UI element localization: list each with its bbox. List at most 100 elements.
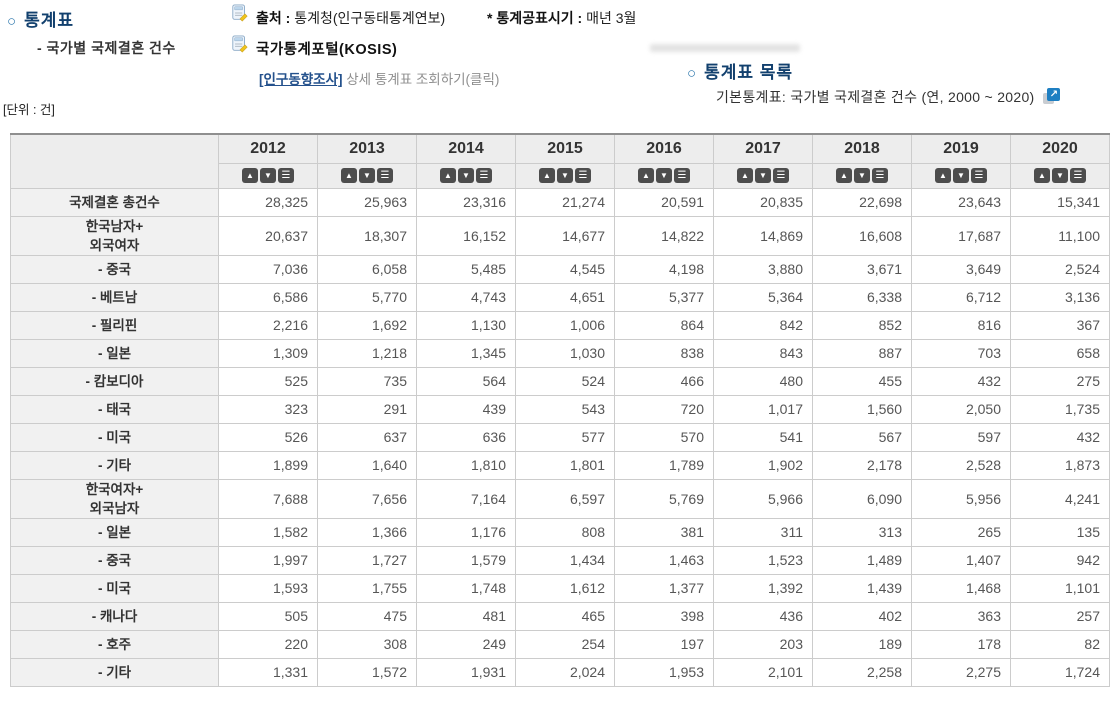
sort-desc-button-2020[interactable]: ▼ <box>1052 167 1068 183</box>
data-cell-2019: 816 <box>911 310 1011 340</box>
data-cell-2018: 402 <box>812 601 912 631</box>
data-cell-2020: 135 <box>1010 517 1110 547</box>
data-cell-2016: 14,822 <box>614 215 714 256</box>
data-cell-2018: 313 <box>812 517 912 547</box>
corner-header-cell <box>10 133 219 189</box>
data-cell-2014: 1,345 <box>416 338 516 368</box>
data-cell-2018: 22,698 <box>812 187 912 217</box>
sort-controls-2015: ▲ ▼ ☰ <box>515 162 615 189</box>
sort-desc-button-2014[interactable]: ▼ <box>458 167 474 183</box>
sort-asc-button-2020[interactable]: ▲ <box>1034 167 1050 183</box>
table-row: - 캄보디아 525 735 564 524 466 480 455 432 275 <box>10 366 1110 396</box>
data-cell-2018: 887 <box>812 338 912 368</box>
column-menu-button-2018[interactable]: ☰ <box>872 167 888 183</box>
data-cell-2014: 1,579 <box>416 545 516 575</box>
sort-desc-button-2019[interactable]: ▼ <box>953 167 969 183</box>
data-cell-2020: 942 <box>1010 545 1110 575</box>
data-cell-2012: 7,688 <box>218 478 318 519</box>
data-cell-2020: 15,341 <box>1010 187 1110 217</box>
data-cell-2015: 4,651 <box>515 282 615 312</box>
data-cell-2012: 323 <box>218 394 318 424</box>
sort-controls-2020: ▲ ▼ ☰ <box>1010 162 1110 189</box>
sort-asc-button-2017[interactable]: ▲ <box>737 167 753 183</box>
data-cell-2013: 308 <box>317 629 417 659</box>
data-cell-2014: 636 <box>416 422 516 452</box>
column-menu-button-2017[interactable]: ☰ <box>773 167 789 183</box>
sort-asc-button-2015[interactable]: ▲ <box>539 167 555 183</box>
data-cell-2016: 570 <box>614 422 714 452</box>
data-cell-2016: 864 <box>614 310 714 340</box>
data-cell-2015: 2,024 <box>515 657 615 687</box>
sort-desc-button-2017[interactable]: ▼ <box>755 167 771 183</box>
external-link-icon[interactable]: ↗ <box>1043 88 1061 104</box>
data-cell-2015: 1,030 <box>515 338 615 368</box>
data-cell-2020: 658 <box>1010 338 1110 368</box>
table-row: 한국남자+ 외국여자 20,637 18,307 16,152 14,677 14,822… <box>10 215 1110 256</box>
data-cell-2017: 5,966 <box>713 478 813 519</box>
data-cell-2019: 5,956 <box>911 478 1011 519</box>
sort-asc-button-2019[interactable]: ▲ <box>935 167 951 183</box>
data-cell-2013: 6,058 <box>317 254 417 284</box>
data-cell-2012: 220 <box>218 629 318 659</box>
column-menu-button-2014[interactable]: ☰ <box>476 167 492 183</box>
blurred-text-remnant <box>650 44 800 52</box>
row-label: - 중국 <box>10 254 219 284</box>
column-menu-button-2020[interactable]: ☰ <box>1070 167 1086 183</box>
sort-desc-button-2012[interactable]: ▼ <box>260 167 276 183</box>
data-cell-2013: 291 <box>317 394 417 424</box>
year-header-2020: 2020 <box>1010 133 1110 164</box>
row-label: 국제결혼 총건수 <box>10 187 219 217</box>
data-cell-2019: 1,468 <box>911 573 1011 603</box>
stat-list-item: 기본통계표: 국가별 국제결혼 건수 (연, 2000 ~ 2020) ↗ <box>716 87 1061 107</box>
data-cell-2019: 1,407 <box>911 545 1011 575</box>
survey-link-rest: 상세 통계표 조회하기(클릭) <box>342 72 500 87</box>
data-cell-2013: 1,755 <box>317 573 417 603</box>
data-cell-2019: 2,050 <box>911 394 1011 424</box>
sort-desc-button-2015[interactable]: ▼ <box>557 167 573 183</box>
data-cell-2020: 4,241 <box>1010 478 1110 519</box>
row-label: - 미국 <box>10 573 219 603</box>
column-menu-button-2013[interactable]: ☰ <box>377 167 393 183</box>
table-row: - 중국 1,997 1,727 1,579 1,434 1,463 1,523 1,489 1… <box>10 545 1110 575</box>
data-cell-2015: 543 <box>515 394 615 424</box>
data-cell-2014: 1,748 <box>416 573 516 603</box>
data-cell-2014: 1,176 <box>416 517 516 547</box>
data-cell-2018: 1,489 <box>812 545 912 575</box>
data-cell-2012: 1,593 <box>218 573 318 603</box>
section-title-stat-list: ○ 통계표 목록 <box>687 58 793 83</box>
data-cell-2016: 1,789 <box>614 450 714 480</box>
data-cell-2016: 720 <box>614 394 714 424</box>
sort-desc-button-2018[interactable]: ▼ <box>854 167 870 183</box>
sort-desc-button-2013[interactable]: ▼ <box>359 167 375 183</box>
column-menu-button-2016[interactable]: ☰ <box>674 167 690 183</box>
document-edit-icon <box>232 4 248 22</box>
data-cell-2017: 436 <box>713 601 813 631</box>
sort-asc-button-2016[interactable]: ▲ <box>638 167 654 183</box>
row-label: 한국남자+ 외국여자 <box>10 215 219 256</box>
sort-desc-button-2016[interactable]: ▼ <box>656 167 672 183</box>
sort-asc-button-2018[interactable]: ▲ <box>836 167 852 183</box>
sort-controls-2016: ▲ ▼ ☰ <box>614 162 714 189</box>
year-header-2016: 2016 <box>614 133 714 164</box>
data-cell-2019: 265 <box>911 517 1011 547</box>
data-cell-2013: 25,963 <box>317 187 417 217</box>
data-cell-2016: 1,377 <box>614 573 714 603</box>
row-label: - 태국 <box>10 394 219 424</box>
data-cell-2015: 808 <box>515 517 615 547</box>
survey-link[interactable]: [인구동향조사] <box>259 72 343 87</box>
sort-asc-button-2012[interactable]: ▲ <box>242 167 258 183</box>
column-menu-button-2015[interactable]: ☰ <box>575 167 591 183</box>
column-menu-button-2012[interactable]: ☰ <box>278 167 294 183</box>
data-cell-2016: 1,953 <box>614 657 714 687</box>
data-cell-2015: 4,545 <box>515 254 615 284</box>
row-label: - 필리핀 <box>10 310 219 340</box>
data-cell-2017: 843 <box>713 338 813 368</box>
data-cell-2017: 14,869 <box>713 215 813 256</box>
data-cell-2013: 7,656 <box>317 478 417 519</box>
column-menu-button-2019[interactable]: ☰ <box>971 167 987 183</box>
sort-asc-button-2013[interactable]: ▲ <box>341 167 357 183</box>
data-cell-2013: 1,572 <box>317 657 417 687</box>
sort-asc-button-2014[interactable]: ▲ <box>440 167 456 183</box>
data-cell-2016: 5,769 <box>614 478 714 519</box>
table-row: - 베트남 6,586 5,770 4,743 4,651 5,377 5,364 6,338… <box>10 282 1110 312</box>
